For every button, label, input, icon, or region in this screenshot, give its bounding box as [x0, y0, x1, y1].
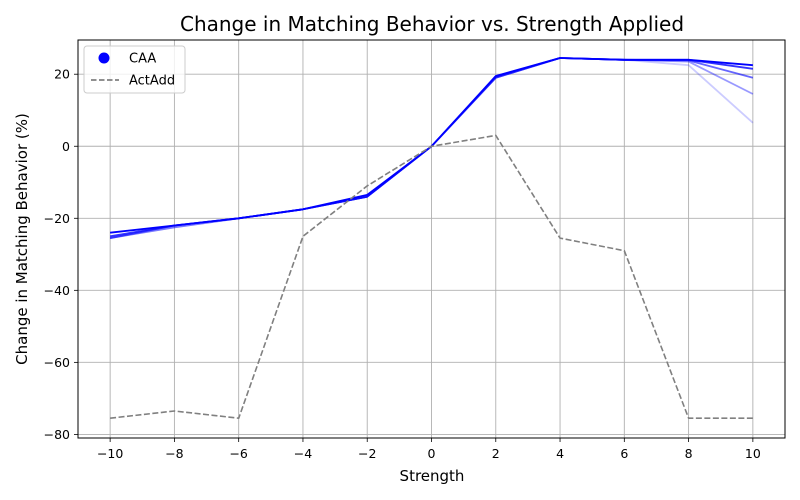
x-tick-label: −10	[97, 446, 123, 461]
y-tick-label: −20	[44, 211, 70, 226]
legend: CAA ActAdd	[83, 45, 186, 94]
x-axis-label: Strength	[400, 467, 465, 485]
grid	[78, 40, 785, 438]
y-tick-label: 0	[62, 139, 70, 154]
series-line-actadd	[110, 134, 753, 420]
y-tick-label: −40	[44, 283, 70, 298]
y-axis-label: Change in Matching Behavior (%)	[13, 113, 31, 365]
y-tick-label: −80	[44, 427, 70, 442]
x-tick-label: 10	[745, 446, 761, 461]
series-layer	[109, 57, 754, 420]
x-tick-label: 0	[428, 446, 436, 461]
legend-marker-caa	[98, 52, 110, 64]
y-tick-label: 20	[54, 67, 70, 82]
x-axis: −10 −8 −6 −4 −2 0 2 4 6 8 10	[97, 438, 761, 461]
x-tick-label: −6	[229, 446, 247, 461]
x-tick-label: 8	[685, 446, 693, 461]
x-tick-label: −2	[358, 446, 376, 461]
x-tick-label: 2	[492, 446, 500, 461]
x-tick-label: −8	[165, 446, 183, 461]
x-tick-label: −4	[294, 446, 312, 461]
x-tick-label: 4	[556, 446, 564, 461]
chart-title: Change in Matching Behavior vs. Strength…	[180, 12, 684, 36]
y-axis: −80 −60 −40 −20 0 20	[44, 67, 78, 442]
y-tick-label: −60	[44, 355, 70, 370]
legend-label-actadd: ActAdd	[129, 74, 175, 89]
legend-label-caa: CAA	[129, 52, 156, 67]
x-tick-label: 6	[620, 446, 628, 461]
